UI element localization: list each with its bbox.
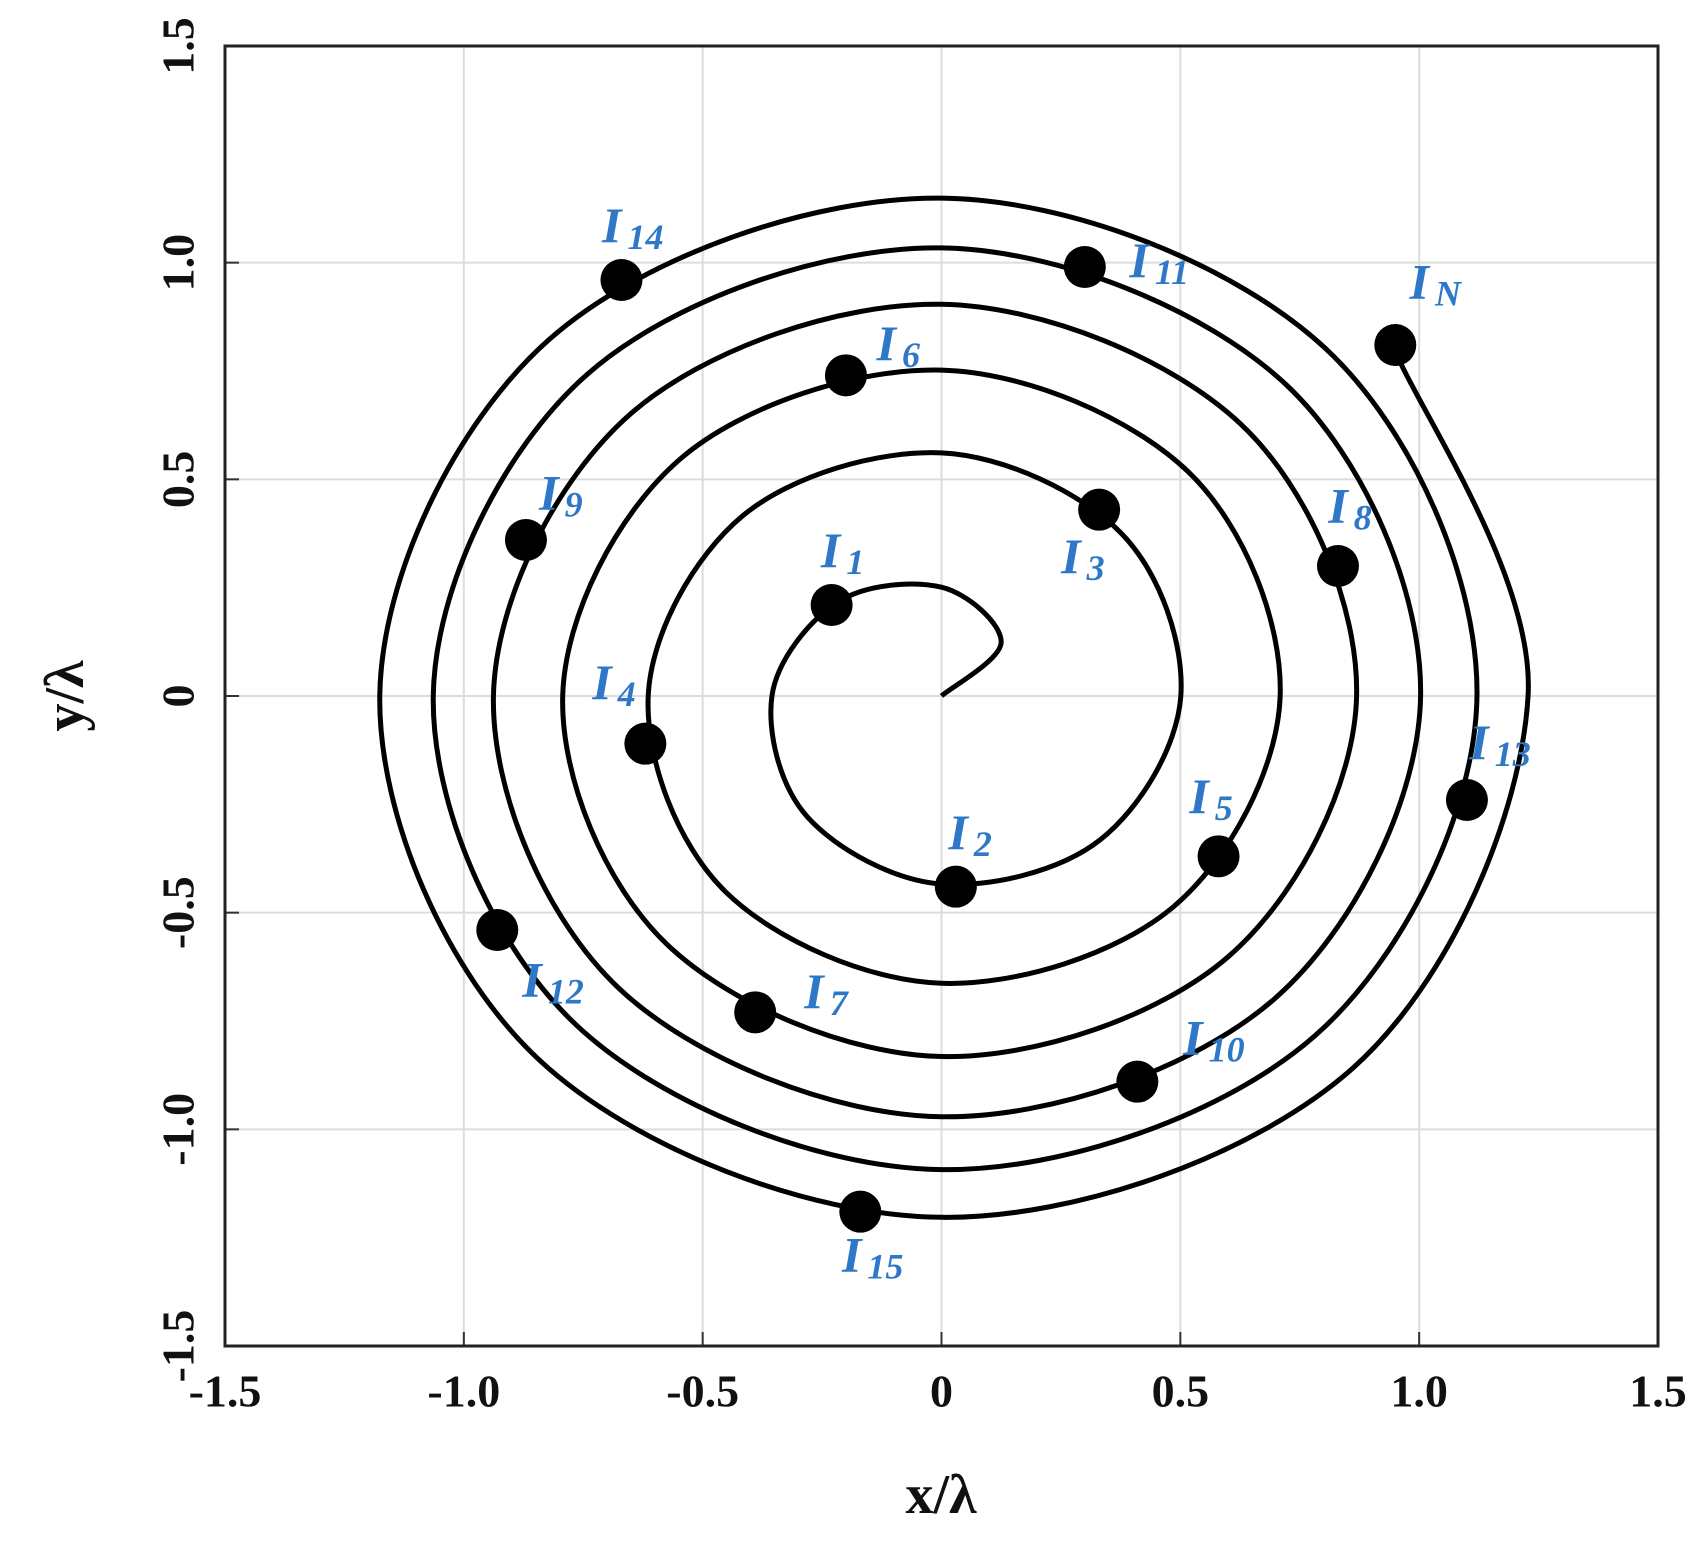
point-label-sub: 15 [867,1247,903,1287]
point [600,259,643,301]
point-label-main: I [876,316,898,372]
x-tick-label: -0.5 [666,1366,739,1417]
point-label-main: I [1060,528,1082,584]
point [504,519,547,561]
point [1063,246,1106,288]
x-axis-label: x/λ [905,1464,977,1526]
point [1374,324,1417,366]
x-tick-label: 1.0 [1390,1366,1448,1417]
point [476,909,519,951]
x-tick-label: -1.0 [427,1366,500,1417]
point-label-main: I [1327,478,1349,534]
y-tick-label: 0.5 [153,451,204,509]
point-label-sub: 2 [973,824,992,864]
point-label-sub: 7 [830,983,850,1023]
point-label-main: I [1182,1010,1204,1066]
point-label-sub: N [1434,274,1463,314]
point [1445,779,1488,821]
point-label-sub: 13 [1495,734,1531,774]
point-label-sub: 11 [1155,252,1189,292]
point-label-main: I [820,523,842,579]
point [624,722,667,765]
point-label: I 13 [1468,714,1530,774]
point-label-main: I [947,804,969,860]
point-label-main: I [841,1227,863,1283]
x-tick-label: -1.5 [189,1366,262,1417]
point-label: I 14 [601,198,663,258]
y-tick-label: -0.5 [153,876,204,949]
point [1316,545,1359,587]
point-label: I 12 [521,952,583,1012]
point-label-main: I [521,952,543,1008]
y-tick-label: -1.5 [153,1310,204,1383]
point-label-main: I [1468,714,1490,770]
point-label-sub: 10 [1209,1030,1245,1070]
point [934,865,977,908]
point-label-sub: 8 [1354,498,1372,538]
y-tick-label: 0 [153,685,204,708]
point-label-main: I [803,964,825,1020]
point-label-sub: 9 [565,485,583,525]
point-label-main: I [601,198,623,254]
y-tick-label: 1.5 [153,17,204,75]
y-axis-label: y/λ [34,660,96,732]
point-label-main: I [538,465,560,521]
point-label-sub: 6 [902,336,920,376]
point-label-sub: 12 [548,972,584,1012]
point [1197,835,1240,878]
point [810,584,853,626]
point [734,991,777,1034]
point-label-main: I [591,655,613,711]
point [839,1190,882,1233]
point-label: I 15 [841,1227,903,1287]
point [1078,488,1121,531]
point-label-main: I [1128,232,1150,288]
point-label-sub: 5 [1215,788,1233,828]
spiral-curve [377,195,1531,1220]
point-label: I 10 [1182,1010,1244,1070]
point-label-main: I [1409,254,1431,310]
point [824,354,867,397]
point-label-sub: 4 [617,674,636,714]
x-tick-label: 0.5 [1152,1366,1210,1417]
x-tick-label: 1.5 [1629,1366,1687,1417]
x-tick-label: 0 [930,1366,953,1417]
point-label: I 11 [1128,232,1188,292]
point-label-sub: 3 [1086,548,1105,588]
point-label-sub: 14 [627,217,663,257]
point-label-main: I [1188,768,1210,824]
y-tick-label: -1.0 [153,1093,204,1166]
point-label-sub: 1 [846,542,864,582]
y-tick-label: 1.0 [153,234,204,292]
plot-frame [223,44,1660,1348]
point [1116,1060,1159,1103]
